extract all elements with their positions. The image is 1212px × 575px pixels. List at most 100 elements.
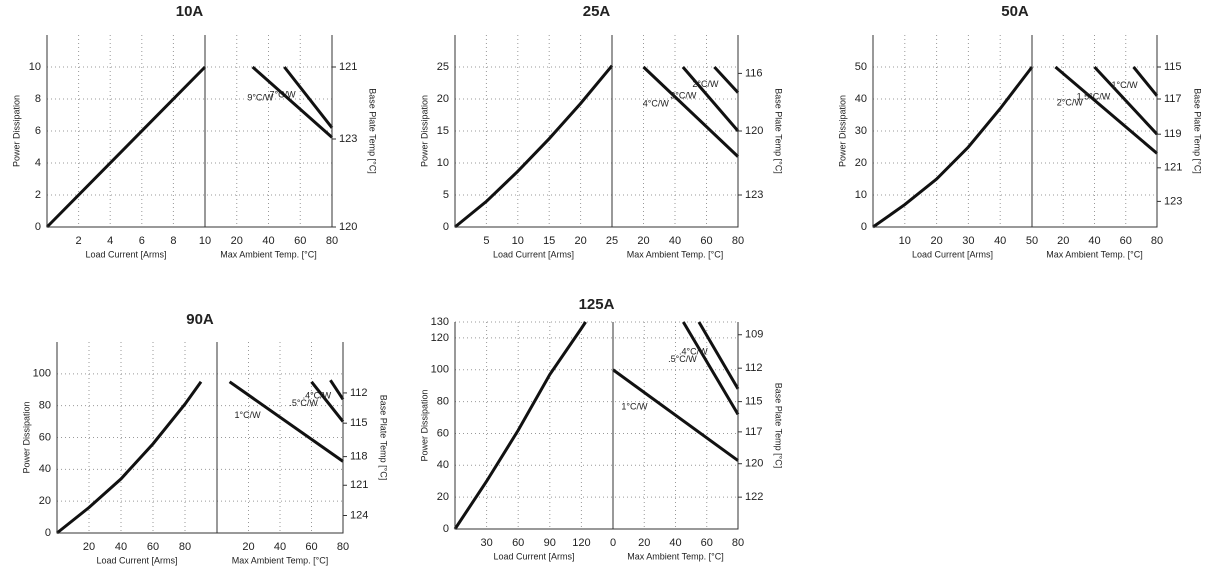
x-tick-label: 60 <box>147 541 159 553</box>
series-label: 3°C/W <box>670 91 697 101</box>
x-tick-label: 80 <box>179 541 191 553</box>
curve <box>697 321 740 390</box>
series-label: .4°C/W <box>679 346 708 356</box>
x-tick-label: 60 <box>294 235 306 247</box>
y-tick-label: 0 <box>35 221 41 233</box>
x-tick-label: 120 <box>572 537 590 549</box>
y2-tick-label: 122 <box>745 491 763 503</box>
series-label: 2°C/W <box>1057 97 1084 107</box>
series-label: 4°C/W <box>643 98 670 108</box>
x-tick-label: 20 <box>930 235 942 247</box>
y-tick-label: 100 <box>431 364 449 376</box>
y2-tick-label: 123 <box>1164 195 1182 207</box>
y-tick-label: 10 <box>29 61 41 73</box>
y-tick-label: 40 <box>855 93 867 105</box>
curve <box>453 321 587 530</box>
x-tick-label: 10 <box>899 235 911 247</box>
x-tick-label: 60 <box>1120 235 1132 247</box>
chart-title: 25A <box>583 3 611 20</box>
x-tick-label: 8 <box>170 235 176 247</box>
curve <box>1132 66 1159 97</box>
x-tick-label: 5 <box>483 235 489 247</box>
series-label: 2°C/W <box>692 79 719 89</box>
series-label: 1°C/W <box>621 401 648 411</box>
y-tick-label: 20 <box>39 495 51 507</box>
y-tick-label: 25 <box>437 61 449 73</box>
y2-tick-label: 121 <box>339 61 357 73</box>
x-axis-label: Load Current [Arms] <box>912 249 993 259</box>
axis <box>46 35 333 228</box>
axis <box>872 35 1158 228</box>
y-tick-label: 0 <box>443 221 449 233</box>
y-tick-label: 2 <box>35 189 41 201</box>
y2-tick-label: 119 <box>1164 128 1182 140</box>
y-tick-label: 120 <box>431 332 449 344</box>
axis <box>56 342 344 534</box>
series-label: .5°C/W <box>668 354 697 364</box>
x-axis-label: Max Ambient Temp. [°C] <box>627 551 723 561</box>
y-tick-label: 130 <box>431 316 449 328</box>
y-axis-label: Power Dissipation <box>21 401 31 473</box>
y2-tick-label: 117 <box>1164 93 1182 105</box>
chart-title: 125A <box>579 296 615 313</box>
y2-tick-label: 115 <box>350 417 368 429</box>
x-tick-label: 40 <box>262 235 274 247</box>
y2-tick-label: 117 <box>745 426 763 438</box>
y-tick-label: 80 <box>39 400 51 412</box>
x-tick-label: 15 <box>543 235 555 247</box>
x-tick-label: 50 <box>1026 235 1038 247</box>
curve <box>642 65 740 158</box>
curve <box>329 379 345 401</box>
y-tick-label: 100 <box>33 368 51 380</box>
series-label: 7°C/W <box>270 90 297 100</box>
y-tick-label: 8 <box>35 93 41 105</box>
y2-tick-label: 112 <box>745 362 763 374</box>
x-tick-label: 40 <box>274 541 286 553</box>
y2-tick-label: 121 <box>350 479 368 491</box>
y2-tick-label: 120 <box>339 221 357 233</box>
x-axis-label: Load Current [Arms] <box>85 249 166 259</box>
x-tick-label: 20 <box>1057 235 1069 247</box>
y-tick-label: 20 <box>437 491 449 503</box>
y2-axis-label: Base Plate Temp [°C] <box>774 88 784 173</box>
y-tick-label: 50 <box>855 61 867 73</box>
x-tick-label: 25 <box>606 235 618 247</box>
curve <box>612 368 739 462</box>
x-axis-label: Max Ambient Temp. [°C] <box>1046 249 1142 259</box>
curve <box>283 66 334 129</box>
curve <box>1054 65 1158 155</box>
chart-title: 10A <box>176 3 204 20</box>
x-tick-label: 40 <box>669 537 681 549</box>
x-tick-label: 60 <box>701 537 713 549</box>
series-label: 1°C/W <box>1111 80 1138 90</box>
x-tick-label: 80 <box>337 541 349 553</box>
chart-title: 50A <box>1001 3 1029 20</box>
curve <box>454 64 614 229</box>
y-tick-label: 5 <box>443 189 449 201</box>
x-tick-label: 40 <box>994 235 1006 247</box>
x-tick-label: 0 <box>610 537 616 549</box>
y2-tick-label: 123 <box>339 133 357 145</box>
x-axis-label: Load Current [Arms] <box>493 249 574 259</box>
y2-axis-label: Base Plate Temp [°C] <box>379 395 389 480</box>
y2-tick-label: 120 <box>745 125 763 137</box>
x-axis-label: Load Current [Arms] <box>96 555 177 565</box>
y2-axis-label: Base Plate Temp [°C] <box>368 88 378 173</box>
y2-tick-label: 116 <box>745 67 763 79</box>
x-tick-label: 90 <box>544 537 556 549</box>
y-tick-label: 40 <box>39 463 51 475</box>
y-tick-label: 60 <box>437 427 449 439</box>
curve <box>310 380 345 423</box>
y-axis-label: Power Dissipation <box>419 95 429 167</box>
y-tick-label: 10 <box>855 189 867 201</box>
y-tick-label: 4 <box>35 157 41 169</box>
x-tick-label: 30 <box>962 235 974 247</box>
y2-tick-label: 115 <box>745 396 763 408</box>
y-axis-label: Power Dissipation <box>837 95 847 167</box>
y-tick-label: 0 <box>861 221 867 233</box>
y-tick-label: 60 <box>39 431 51 443</box>
x-tick-label: 80 <box>732 537 744 549</box>
y2-axis-label: Base Plate Temp [°C] <box>774 383 784 468</box>
y-tick-label: 30 <box>855 125 867 137</box>
series-label: 1.5°C/W <box>1077 92 1111 102</box>
